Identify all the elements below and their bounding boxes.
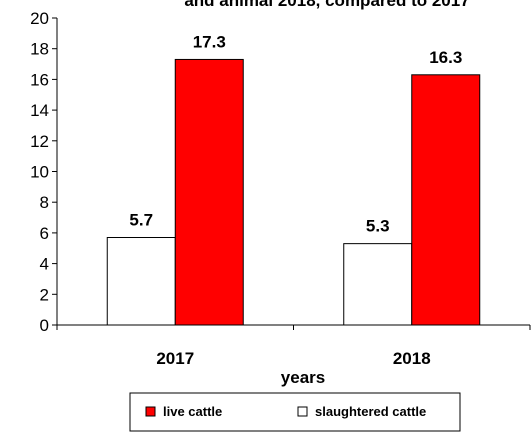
y-axis: 0 2 4 6 8 10 12 14 16 18 20 [30, 9, 58, 335]
y-tick-label: 12 [30, 132, 49, 151]
data-label: 17.3 [193, 32, 226, 51]
legend-box [129, 392, 461, 432]
legend-swatch [145, 406, 156, 417]
x-tick-label: 2017 [156, 349, 194, 368]
x-axis-label: years [281, 368, 325, 387]
data-label: 5.3 [366, 217, 390, 236]
y-tick-label: 6 [40, 224, 49, 243]
y-tick-label: 20 [30, 9, 49, 28]
y-tick-label: 4 [40, 255, 49, 274]
y-tick-label: 14 [30, 101, 49, 120]
x-tick-label: 2018 [393, 349, 431, 368]
data-label: 5.7 [129, 211, 153, 230]
bars [106, 58, 481, 326]
y-tick-label: 10 [30, 163, 49, 182]
x-axis: 2017 2018 [56, 324, 531, 368]
y-tick-label: 0 [40, 316, 49, 335]
y-tick-label: 8 [40, 193, 49, 212]
legend-swatch [297, 406, 308, 417]
legend-label: live cattle [163, 404, 222, 419]
data-labels: 5.7 17.3 5.3 16.3 [129, 32, 462, 235]
y-tick-label: 18 [30, 40, 49, 59]
y-tick-label: 2 [40, 285, 49, 304]
y-tick-label: 16 [30, 70, 49, 89]
legend: live cattle slaughtered cattle [129, 392, 461, 432]
bar [411, 74, 481, 326]
bar [343, 243, 413, 326]
data-label: 16.3 [429, 48, 462, 67]
bar [174, 58, 244, 326]
chart-title: and animal 2018, compared to 2017 [184, 0, 469, 10]
legend-label: slaughtered cattle [315, 404, 426, 419]
bar [106, 237, 176, 326]
